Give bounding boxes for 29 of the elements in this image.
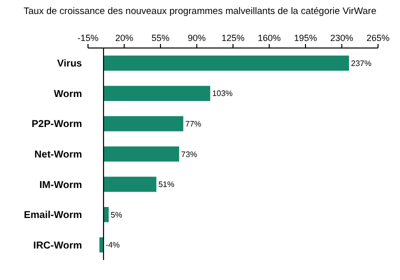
bar [104, 116, 184, 132]
y-tick-label: Net-Worm [34, 150, 82, 160]
x-tick-label: 90% [188, 33, 206, 43]
data-label: 51% [158, 180, 174, 190]
y-tick-label: Worm [54, 88, 82, 100]
x-tick-label: 125% [221, 33, 245, 43]
data-label: -4% [106, 240, 120, 250]
data-label: 5% [110, 210, 122, 220]
bar [104, 146, 180, 162]
data-label: 103% [212, 89, 233, 98]
bar [104, 56, 349, 71]
data-label: 73% [181, 150, 198, 159]
data-label: 77% [185, 120, 202, 129]
x-tick-label: 160% [258, 33, 281, 43]
data-label: 237% [351, 58, 372, 68]
x-tick-label: 265% [366, 33, 390, 43]
bar [104, 86, 210, 101]
y-tick-label: Email-Worm [24, 210, 82, 222]
bar [104, 176, 156, 192]
x-tick-label: 20% [115, 33, 134, 43]
y-tick-label: IM-Worm [39, 180, 82, 191]
x-tick-label: 230% [330, 33, 354, 43]
x-tick-label: 195% [294, 33, 318, 43]
y-tick-label: IRC-Worm [33, 240, 82, 252]
x-tick-label: -15% [77, 33, 99, 43]
y-tick-label: Virus [57, 58, 82, 70]
x-tick-label: 55% [151, 33, 170, 43]
chart-title: Taux de croissance des nouveaux programmes malveillants de la catégorie VirWare [24, 6, 376, 17]
y-tick-label: P2P-Worm [32, 119, 82, 130]
